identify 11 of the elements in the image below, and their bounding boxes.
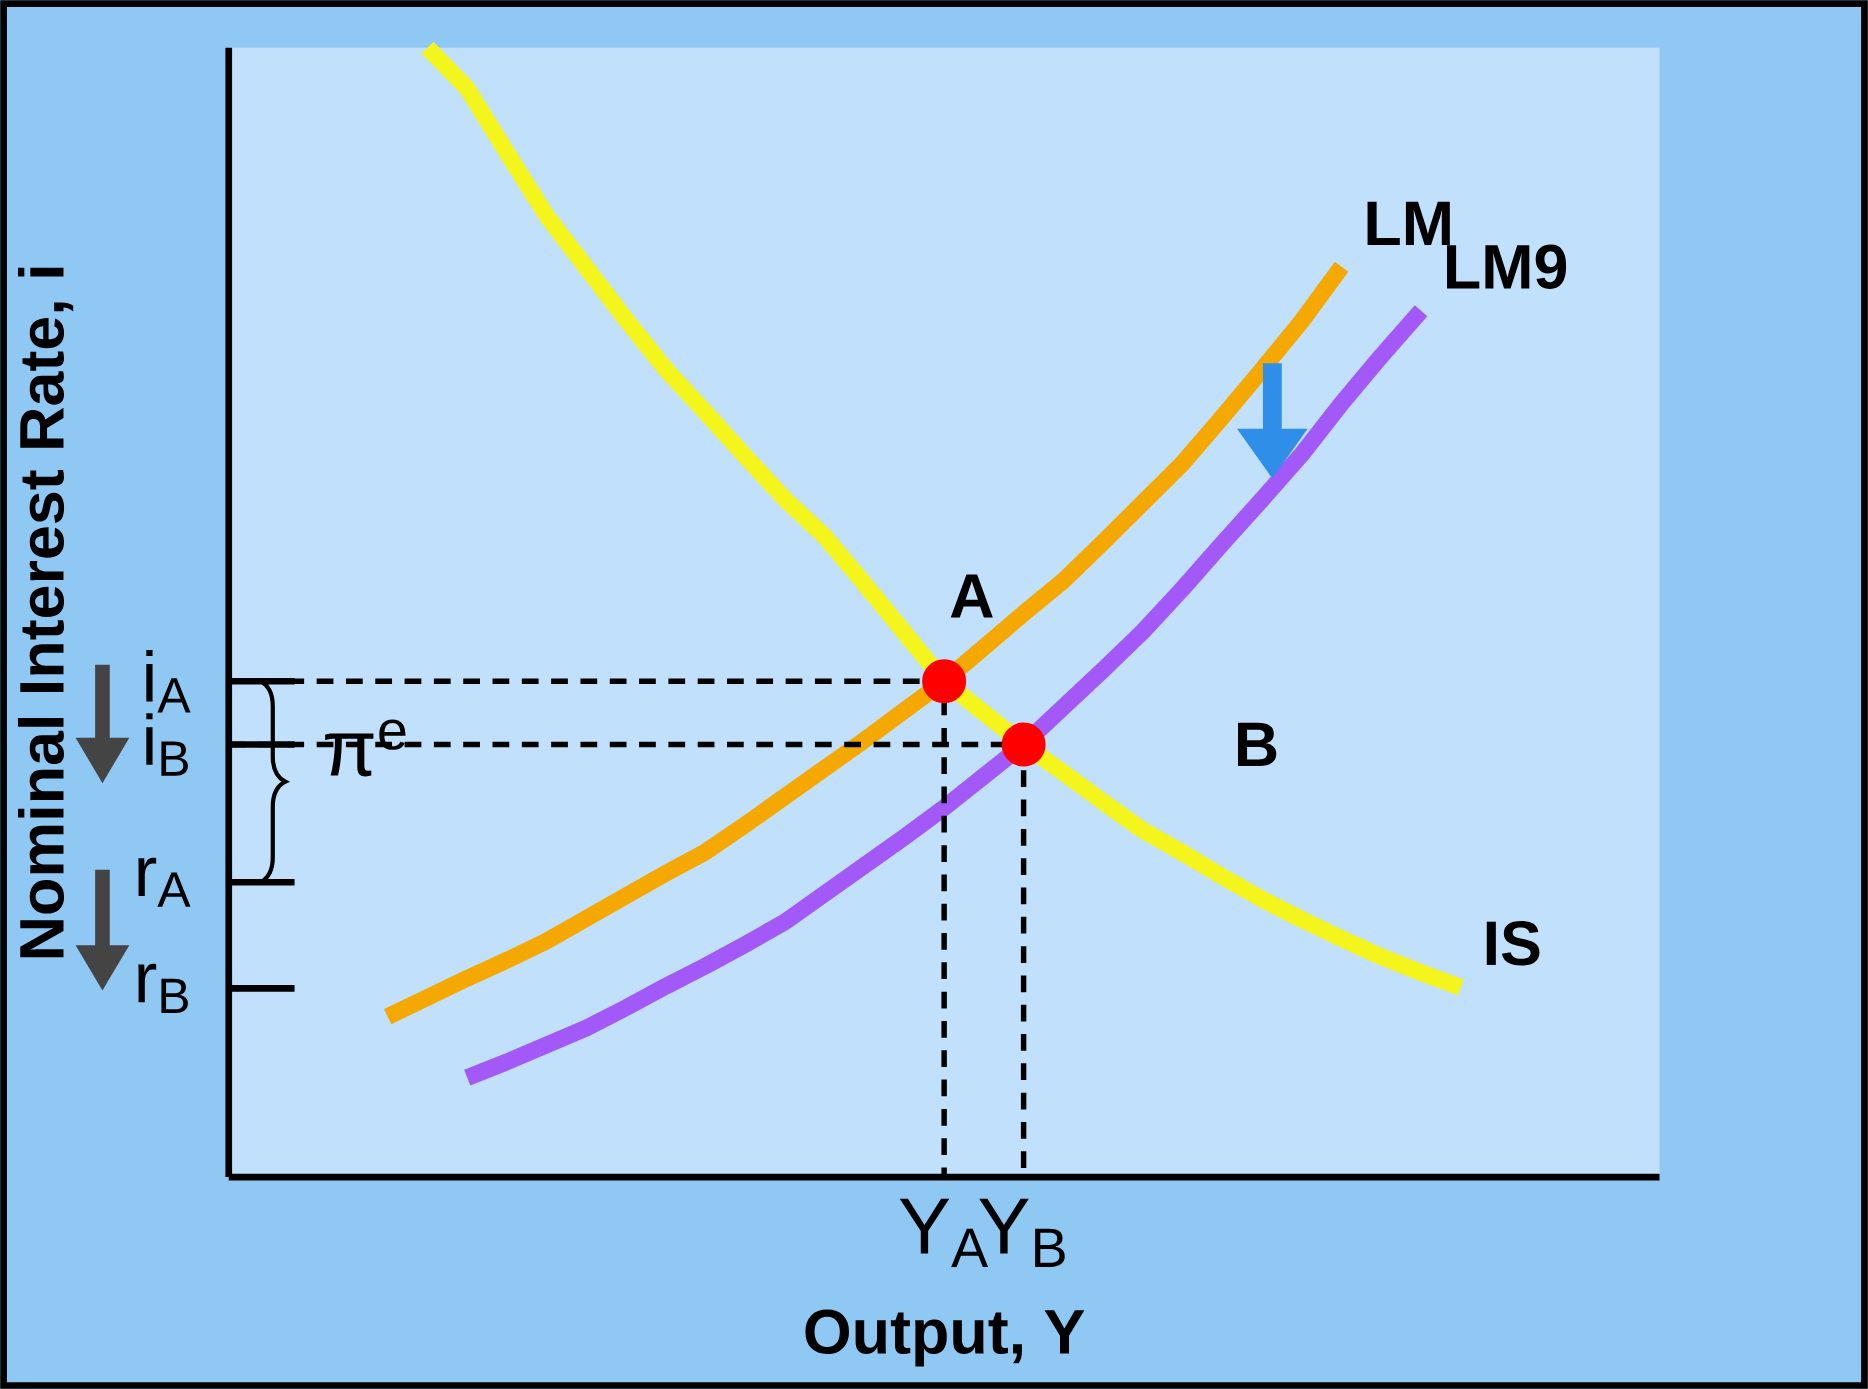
x-axis-title: Output, Y xyxy=(805,1309,1085,1367)
ref-line-label: i$_{A}$ xyxy=(146,650,191,713)
text: B xyxy=(1238,722,1277,767)
ref-line-label: r$_{B}$ xyxy=(138,963,188,1013)
y-axis-title: Nominal Interest Rate, i xyxy=(17,267,74,958)
series-label: IS xyxy=(1486,921,1540,966)
series-label: LM xyxy=(1367,201,1450,245)
series-label: A xyxy=(950,574,993,618)
series-label: LM9 xyxy=(1447,244,1567,289)
ref-line-label: r$_{A}$ xyxy=(138,857,191,907)
ref-line-label: i$_{B}$ xyxy=(146,713,188,776)
